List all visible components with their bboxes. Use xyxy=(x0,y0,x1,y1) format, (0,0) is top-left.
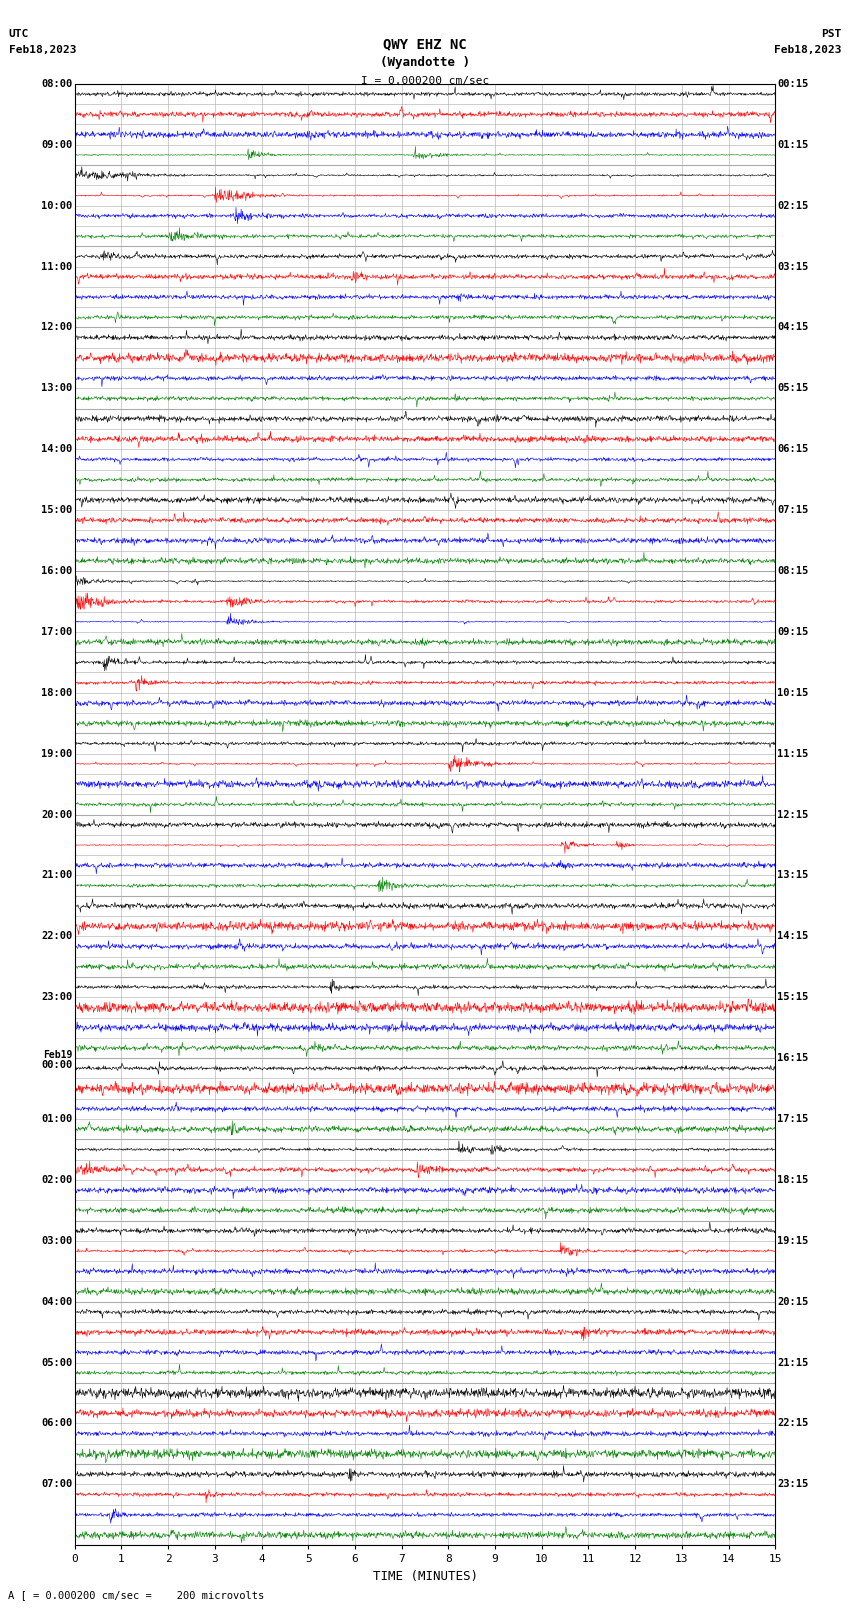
Text: 22:00: 22:00 xyxy=(42,931,73,942)
Text: Feb19: Feb19 xyxy=(43,1050,73,1060)
Text: 02:00: 02:00 xyxy=(42,1174,73,1186)
Text: 12:00: 12:00 xyxy=(42,323,73,332)
X-axis label: TIME (MINUTES): TIME (MINUTES) xyxy=(372,1569,478,1582)
Text: 01:15: 01:15 xyxy=(777,140,808,150)
Text: 16:00: 16:00 xyxy=(42,566,73,576)
Text: 23:00: 23:00 xyxy=(42,992,73,1002)
Text: 18:00: 18:00 xyxy=(42,687,73,698)
Text: 15:15: 15:15 xyxy=(777,992,808,1002)
Text: 10:00: 10:00 xyxy=(42,200,73,211)
Text: 06:00: 06:00 xyxy=(42,1418,73,1429)
Text: 03:00: 03:00 xyxy=(42,1236,73,1245)
Text: 20:15: 20:15 xyxy=(777,1297,808,1307)
Text: 20:00: 20:00 xyxy=(42,810,73,819)
Text: 14:15: 14:15 xyxy=(777,931,808,942)
Text: 17:15: 17:15 xyxy=(777,1115,808,1124)
Text: 09:00: 09:00 xyxy=(42,140,73,150)
Text: 18:15: 18:15 xyxy=(777,1174,808,1186)
Text: Feb18,2023: Feb18,2023 xyxy=(774,45,842,55)
Text: 17:00: 17:00 xyxy=(42,627,73,637)
Text: PST: PST xyxy=(821,29,842,39)
Text: 11:15: 11:15 xyxy=(777,748,808,758)
Text: 14:00: 14:00 xyxy=(42,444,73,455)
Text: 22:15: 22:15 xyxy=(777,1418,808,1429)
Text: 05:00: 05:00 xyxy=(42,1358,73,1368)
Text: (Wyandotte ): (Wyandotte ) xyxy=(380,56,470,69)
Text: 05:15: 05:15 xyxy=(777,384,808,394)
Text: 19:00: 19:00 xyxy=(42,748,73,758)
Text: 04:15: 04:15 xyxy=(777,323,808,332)
Text: A [ = 0.000200 cm/sec =    200 microvolts: A [ = 0.000200 cm/sec = 200 microvolts xyxy=(8,1590,264,1600)
Text: 03:15: 03:15 xyxy=(777,261,808,271)
Text: 01:00: 01:00 xyxy=(42,1115,73,1124)
Text: 08:00: 08:00 xyxy=(42,79,73,89)
Text: 13:00: 13:00 xyxy=(42,384,73,394)
Text: 19:15: 19:15 xyxy=(777,1236,808,1245)
Text: 04:00: 04:00 xyxy=(42,1297,73,1307)
Text: 23:15: 23:15 xyxy=(777,1479,808,1489)
Text: 12:15: 12:15 xyxy=(777,810,808,819)
Text: QWY EHZ NC: QWY EHZ NC xyxy=(383,37,467,52)
Text: 15:00: 15:00 xyxy=(42,505,73,515)
Text: 07:15: 07:15 xyxy=(777,505,808,515)
Text: 08:15: 08:15 xyxy=(777,566,808,576)
Text: 07:00: 07:00 xyxy=(42,1479,73,1489)
Text: UTC: UTC xyxy=(8,29,29,39)
Text: 21:00: 21:00 xyxy=(42,871,73,881)
Text: I = 0.000200 cm/sec: I = 0.000200 cm/sec xyxy=(361,76,489,85)
Text: 00:15: 00:15 xyxy=(777,79,808,89)
Text: 21:15: 21:15 xyxy=(777,1358,808,1368)
Text: 00:00: 00:00 xyxy=(42,1060,73,1069)
Text: Feb18,2023: Feb18,2023 xyxy=(8,45,76,55)
Text: 06:15: 06:15 xyxy=(777,444,808,455)
Text: 11:00: 11:00 xyxy=(42,261,73,271)
Text: 16:15: 16:15 xyxy=(777,1053,808,1063)
Text: 02:15: 02:15 xyxy=(777,200,808,211)
Text: 09:15: 09:15 xyxy=(777,627,808,637)
Text: 13:15: 13:15 xyxy=(777,871,808,881)
Text: 10:15: 10:15 xyxy=(777,687,808,698)
